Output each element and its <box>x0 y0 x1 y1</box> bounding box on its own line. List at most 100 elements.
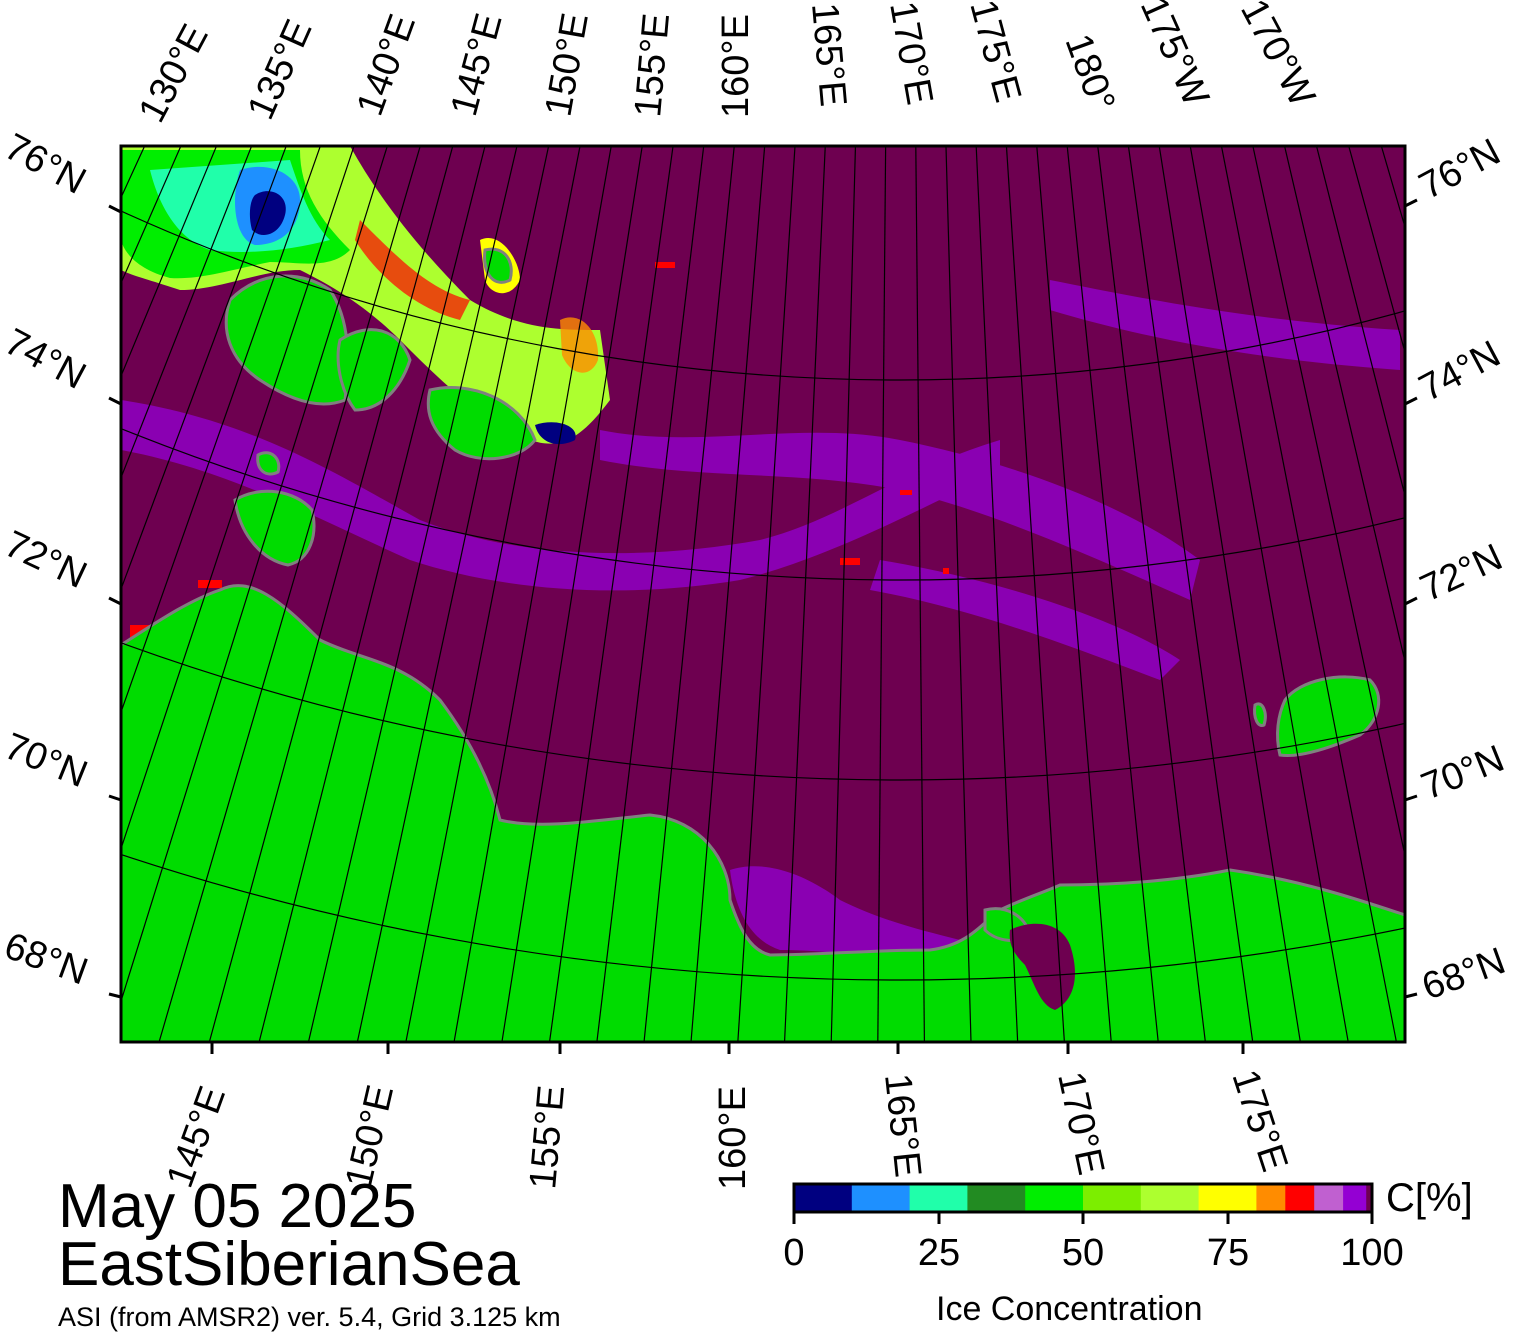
colorbar-segment <box>1025 1184 1084 1212</box>
mainland-siberia <box>121 584 1405 1042</box>
meridian-line <box>1005 146 1065 1042</box>
bottom-lon-label: 175°E <box>1223 1065 1295 1177</box>
top-lon-label: 180° <box>1057 29 1123 117</box>
meridian-line <box>1252 146 1405 859</box>
top-lon-label: 130°E <box>131 18 217 130</box>
colorbar <box>794 1184 1373 1212</box>
bottom-lon-label: 155°E <box>522 1084 573 1191</box>
right-lat-label: 68°N <box>1417 940 1511 1009</box>
meridian-line <box>1066 146 1159 1042</box>
meridian-line <box>121 146 321 714</box>
colorbar-segment <box>967 1184 1026 1212</box>
meridian-line <box>830 146 857 1042</box>
drift-ice-patches <box>121 280 1400 960</box>
right-lat-label: 72°N <box>1414 536 1509 610</box>
right-lat-label: 74°N <box>1413 333 1508 410</box>
herald-island <box>1253 702 1267 727</box>
meridian-line <box>783 146 826 1042</box>
meridian-line <box>1283 146 1405 665</box>
colorbar-segment <box>1198 1184 1257 1212</box>
longitude-grid-lines <box>0 0 1527 1042</box>
right-lat-label: 76°N <box>1413 131 1508 208</box>
colorbar-segment <box>794 1184 853 1212</box>
top-lon-label: 170°E <box>881 0 940 108</box>
bottom-lon-label: 165°E <box>876 1072 929 1180</box>
top-lon-label: 150°E <box>538 10 597 120</box>
faddeyevsky-island <box>336 328 412 412</box>
meridian-line <box>405 146 581 1042</box>
top-lon-label: 145°E <box>443 9 510 120</box>
meridian-line <box>975 146 1019 1042</box>
top-lon-label: 155°E <box>627 12 678 119</box>
wrangel-island <box>1276 675 1381 758</box>
meridian-line <box>643 146 735 1042</box>
meridian-line <box>1127 146 1254 1042</box>
colorbar-tick-label: 50 <box>1061 1232 1105 1274</box>
land-areas <box>121 247 1405 1042</box>
meridian-line <box>121 146 287 591</box>
top-lon-label: 170°W <box>1232 0 1323 113</box>
colorbar-segment <box>909 1184 968 1212</box>
left-lat-label: 70°N <box>0 725 93 796</box>
meridian-line <box>690 146 766 1042</box>
meridian-line <box>356 146 550 1042</box>
meridian-line <box>1315 146 1405 499</box>
meridian-line <box>1189 146 1349 1042</box>
map-date: May 05 2025 <box>58 1172 417 1241</box>
meridian-line <box>1036 146 1112 1042</box>
meridian-line <box>596 146 705 1042</box>
left-lat-label: 68°N <box>0 925 93 994</box>
parallel-line <box>121 209 1405 381</box>
top-lon-label: 135°E <box>240 14 321 126</box>
colorbar-ticks <box>792 1212 1374 1224</box>
colorbar-tick-label: 25 <box>917 1232 961 1274</box>
meridian-line <box>0 0 129 816</box>
colorbar-segment <box>1343 1184 1367 1212</box>
colorbar-segment <box>1083 1184 1142 1212</box>
frame-ticks <box>108 198 1418 1054</box>
colorbar-segment <box>1256 1184 1286 1212</box>
map-frame <box>119 144 1407 1044</box>
meridian-line <box>1502 0 1527 973</box>
meridian-line <box>158 146 421 1042</box>
top-lon-label: 175°E <box>961 0 1028 107</box>
right-lat-label: 70°N <box>1416 738 1510 809</box>
meridian-line <box>1097 146 1206 1042</box>
meridian-line <box>915 146 926 1042</box>
low-concentration-region <box>121 146 610 445</box>
meridian-line <box>307 146 518 1042</box>
colorbar-segment <box>1140 1184 1200 1212</box>
colorbar-segment <box>1314 1184 1344 1212</box>
meridian-line <box>945 146 972 1042</box>
colorbar-tick-label: 75 <box>1206 1232 1250 1274</box>
top-lon-label: 165°E <box>803 1 854 108</box>
bolshoy-lyakhovsky-island <box>233 489 316 567</box>
colorbar-tick-label: 0 <box>783 1232 805 1274</box>
colorbar-title: Ice Concentration <box>936 1290 1203 1328</box>
meridian-line <box>121 146 355 851</box>
colorbar-unit: C[%] <box>1386 1176 1473 1220</box>
meridian-line <box>501 146 643 1042</box>
left-lat-label: 76°N <box>0 126 92 203</box>
meridian-line <box>737 146 796 1042</box>
colorbar-tick-label: 100 <box>1340 1232 1404 1274</box>
bottom-lon-label: 170°E <box>1049 1068 1112 1178</box>
top-lon-label: 140°E <box>349 9 424 121</box>
left-lat-label: 74°N <box>0 321 92 398</box>
meridian-line <box>258 146 486 1042</box>
colorbar-segment <box>1285 1184 1315 1212</box>
meridian-line <box>0 0 105 790</box>
bottom-lon-label: 160°E <box>712 1086 754 1190</box>
meridian-line <box>1220 146 1398 1042</box>
latitude-grid-lines <box>121 209 1405 980</box>
new-siberia-island <box>426 385 537 461</box>
stolbovoy-island <box>256 451 281 476</box>
map-region: EastSiberianSea <box>58 1230 520 1299</box>
meridian-line <box>1158 146 1301 1042</box>
meridian-line <box>208 146 454 1042</box>
top-lon-label: 160°E <box>715 14 757 118</box>
meridian-line <box>548 146 674 1042</box>
meridian-line <box>877 146 887 1042</box>
meridian-line <box>121 146 253 480</box>
